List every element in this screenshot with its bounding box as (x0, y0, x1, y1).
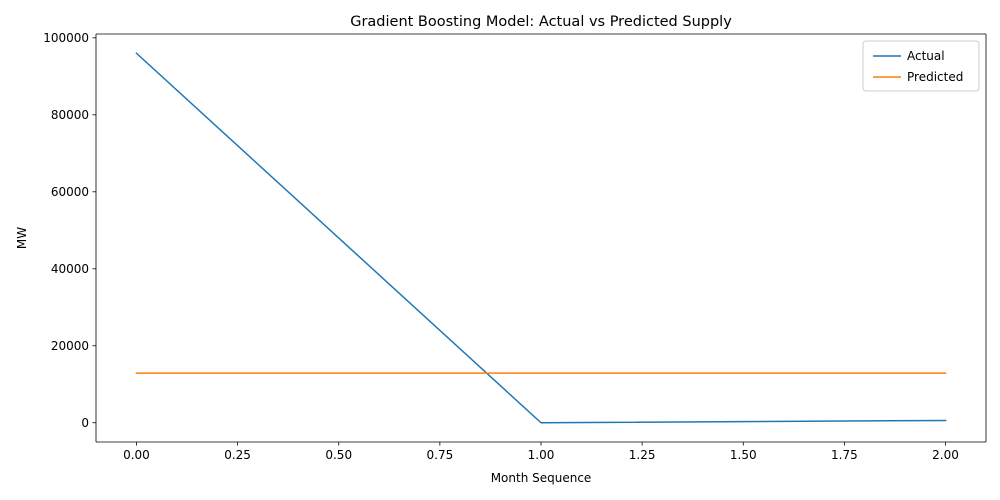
x-tick-label: 1.00 (528, 448, 555, 462)
x-tick-label: 0.75 (427, 448, 454, 462)
legend-box (862, 40, 980, 92)
x-tick-label: 0.50 (325, 448, 352, 462)
x-tick-label: 1.75 (831, 448, 858, 462)
y-tick-label: 100000 (43, 31, 89, 45)
x-axis-ticks: 0.00 0.25 0.50 0.75 1.00 1.25 1.50 1.75 2.00 (123, 442, 959, 462)
y-tick-label: 0 (81, 416, 89, 430)
legend: Actual Predicted (862, 40, 980, 92)
x-tick-label: 1.50 (730, 448, 757, 462)
y-axis-label: MW (15, 227, 29, 249)
y-tick-label: 80000 (51, 108, 89, 122)
y-tick-label: 60000 (51, 185, 89, 199)
x-tick-label: 1.25 (629, 448, 656, 462)
legend-label-predicted: Predicted (907, 70, 963, 84)
y-axis-ticks: 0 20000 40000 60000 80000 100000 (43, 31, 96, 430)
chart-title: Gradient Boosting Model: Actual vs Predi… (350, 14, 732, 30)
series-layer (135, 52, 947, 424)
x-tick-label: 0.25 (224, 448, 251, 462)
x-tick-label: 2.00 (932, 448, 959, 462)
series-line-actual (135, 52, 947, 424)
y-tick-label: 40000 (51, 262, 89, 276)
y-tick-label: 20000 (51, 339, 89, 353)
legend-label-actual: Actual (907, 49, 945, 63)
x-tick-label: 0.00 (123, 448, 150, 462)
plot-area (96, 34, 986, 442)
x-axis-label: Month Sequence (491, 471, 592, 485)
